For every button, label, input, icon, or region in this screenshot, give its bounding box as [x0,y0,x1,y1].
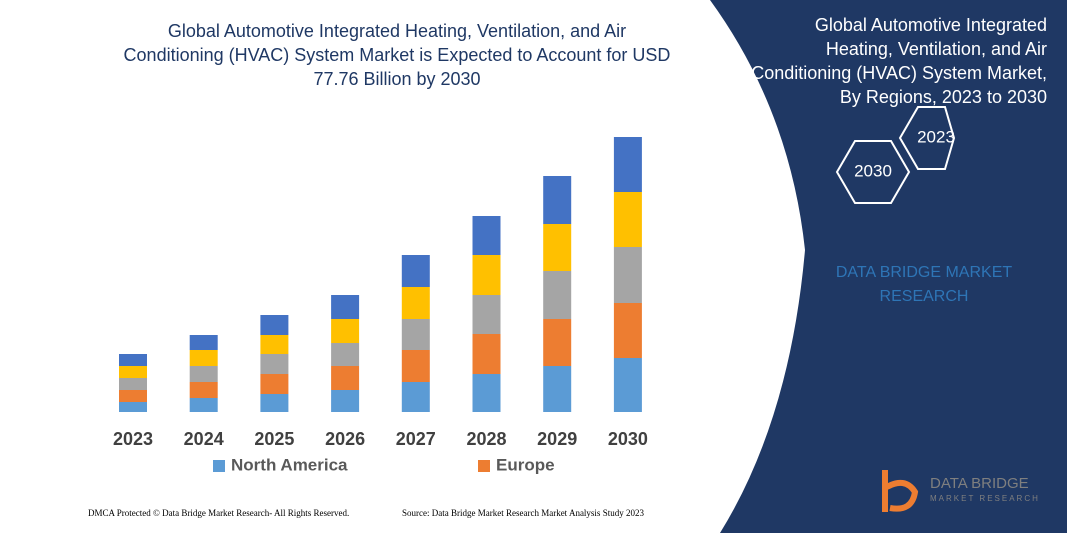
bar-segment [119,354,147,366]
bar-segment [119,402,147,412]
bar-segment [613,247,642,303]
bar-segment [331,295,360,319]
bar-segment [260,374,289,394]
bar-segment [260,315,289,335]
bar-segment [260,394,289,412]
bar-segment [613,303,642,358]
bar-segment [401,287,430,319]
legend-swatch [478,460,490,472]
logo-icon [882,470,919,512]
bar-segment [119,390,147,402]
bar-segment [613,192,642,247]
brand: DATA BRIDGE MARKET RESEARCH [835,264,1013,305]
panel-title: Global Automotive Integrated Heating, Ve… [751,15,1047,107]
bar-segment [119,366,147,378]
footer-right: Source: Data Bridge Market Research Mark… [402,508,644,518]
hex-label: 2030 [854,161,892,180]
bar-segment [401,255,430,287]
bar-segment [331,390,360,412]
bar-segment [260,335,289,354]
logo-name: DATA BRIDGE [930,475,1029,492]
legend-label: Europe [496,455,555,474]
footer-left: DMCA Protected © Data Bridge Market Rese… [88,508,349,518]
bar-segment [472,334,501,374]
bar-segment [189,366,218,382]
x-tick-label: 2027 [396,429,436,449]
x-tick-label: 2026 [325,429,365,449]
bar-segment [543,176,572,224]
hexagon [898,106,956,170]
side-panel [710,0,1067,533]
bar-segment [260,354,289,374]
bar-segment [331,366,360,390]
bar-segment [189,382,218,398]
x-tick-label: 2028 [466,429,506,449]
chart-title: Global Automotive Integrated Heating, Ve… [123,21,671,89]
bar-segment [613,358,642,412]
x-tick-label: 2023 [113,429,153,449]
legend-swatch [213,460,225,472]
bar-segment [189,350,218,366]
bar-segment [472,295,501,334]
x-tick-label: 2025 [254,429,294,449]
bar-segment [189,398,218,412]
bar-segment [189,335,218,350]
bar-segment [472,374,501,412]
hex-label: 2023 [917,127,955,146]
logo-tagline: MARKET RESEARCH [930,494,1040,503]
bar-segment [543,271,572,319]
hexagon [835,140,911,204]
bar-segment [613,137,642,192]
bar-segment [543,224,572,271]
x-tick-label: 2030 [608,429,648,449]
bar-segment [119,378,147,390]
bar-segment [543,366,572,412]
bar-segment [401,382,430,412]
bar-segment [401,319,430,350]
bar-segment [472,216,501,255]
x-tick-label: 2024 [184,429,224,449]
x-tick-label: 2029 [537,429,577,449]
legend-label: North America [231,455,348,474]
bar-segment [331,319,360,343]
bar-segment [331,343,360,366]
bar-segment [543,319,572,366]
bar-segment [472,255,501,295]
bar-segment [401,350,430,382]
